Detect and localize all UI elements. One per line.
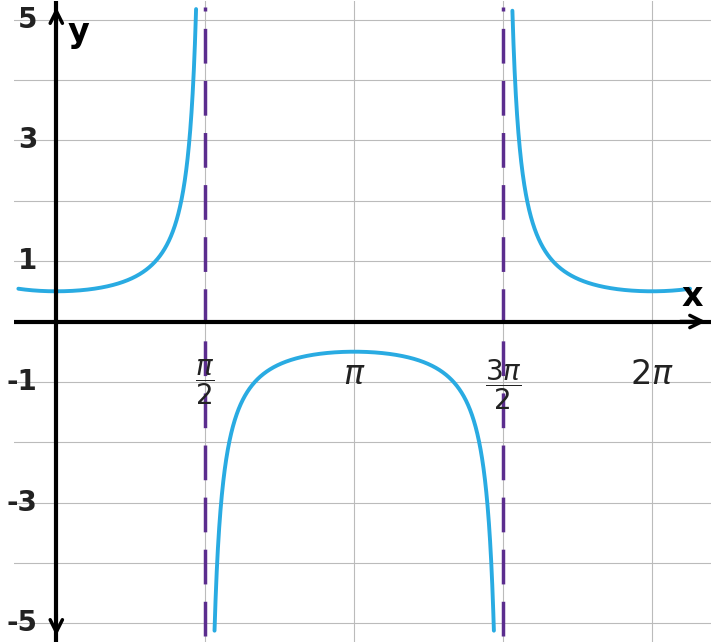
Text: $\pi$: $\pi$ <box>343 358 365 391</box>
Text: 1: 1 <box>18 247 37 275</box>
Text: x: x <box>681 280 703 312</box>
Text: -1: -1 <box>6 368 37 396</box>
Text: y: y <box>68 17 90 50</box>
Text: -3: -3 <box>6 489 37 517</box>
Text: -5: -5 <box>6 610 37 637</box>
Text: $\dfrac{\pi}{2}$: $\dfrac{\pi}{2}$ <box>195 358 215 408</box>
Text: 5: 5 <box>18 6 37 33</box>
Text: 3: 3 <box>18 126 37 154</box>
Text: $\dfrac{3\pi}{2}$: $\dfrac{3\pi}{2}$ <box>485 358 521 412</box>
Text: $2\pi$: $2\pi$ <box>630 358 674 391</box>
